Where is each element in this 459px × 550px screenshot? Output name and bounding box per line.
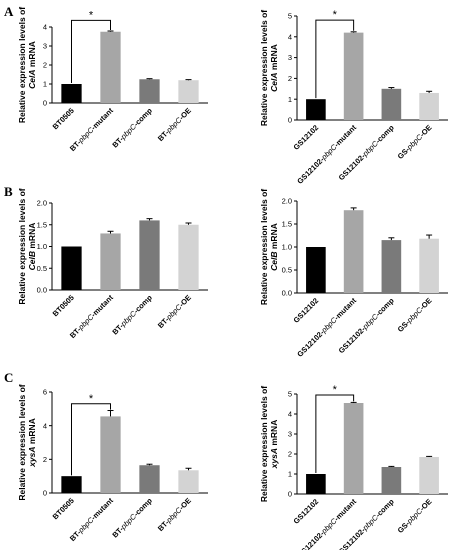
y-axis-label: Relative expression levels ofCelB mRNA bbox=[259, 189, 279, 305]
y-tick-label: 3 bbox=[288, 430, 292, 439]
y-tick-label: 0.5 bbox=[37, 264, 47, 273]
significance-bracket bbox=[71, 19, 111, 84]
x-tick-label: GS-pbpC-OE bbox=[396, 123, 434, 161]
bar bbox=[381, 467, 402, 494]
x-tick-label: GS12102 bbox=[292, 296, 321, 325]
significance-bracket bbox=[315, 394, 355, 473]
y-tick-label: 0 bbox=[43, 99, 47, 108]
bar bbox=[100, 416, 121, 493]
chart-6: 0 1 2 3 4 5 Relative expression levels ofxysA … bbox=[259, 384, 448, 550]
y-axis-label: Relative expression levels ofxysA mRNA bbox=[259, 386, 279, 502]
x-tick-label: GS-pbpC-OE bbox=[396, 296, 434, 334]
chart-5: 0 2 4 6 Relative expression levels ofxysA mR… bbox=[17, 384, 208, 543]
chart-1: 0 1 2 3 4 Relative expression levels ofCelA m… bbox=[17, 7, 208, 153]
chart-2: 0 1 2 3 4 5 Relative expression levels ofCelA … bbox=[259, 9, 448, 186]
y-tick-label: 4 bbox=[288, 32, 292, 41]
y-tick-label: 2 bbox=[288, 450, 292, 459]
significance-star: * bbox=[89, 393, 94, 405]
bar bbox=[419, 457, 439, 494]
y-tick-label: 2.0 bbox=[37, 199, 47, 208]
bar bbox=[343, 32, 364, 120]
y-tick-label: 0.0 bbox=[282, 289, 292, 298]
y-tick-label: 1.0 bbox=[37, 242, 47, 251]
panel-label-c: C bbox=[4, 370, 13, 385]
y-tick-label: 6 bbox=[43, 388, 47, 397]
bar bbox=[419, 92, 439, 120]
bar bbox=[306, 474, 326, 494]
y-tick-label: 2 bbox=[43, 61, 47, 70]
bar bbox=[178, 470, 199, 493]
x-tick-label: BT-pbpC-OE bbox=[156, 293, 193, 330]
x-tick-label: BT-pbpC-comp bbox=[110, 293, 154, 337]
y-tick-label: 4 bbox=[43, 23, 47, 32]
x-tick-label: GS12102 bbox=[292, 497, 321, 526]
bar bbox=[419, 238, 439, 293]
y-tick-label: 5 bbox=[288, 390, 292, 399]
charts-group: 0 1 2 3 4 Relative expression levels ofCelA m… bbox=[17, 7, 448, 550]
x-tick-label: BT-pbpC-OE bbox=[156, 106, 193, 143]
bar bbox=[306, 99, 326, 120]
bar bbox=[381, 88, 402, 120]
significance-bracket bbox=[315, 19, 355, 99]
panel-label-b: B bbox=[4, 184, 13, 199]
y-tick-label: 2.0 bbox=[282, 197, 292, 206]
y-tick-label: 1.5 bbox=[282, 220, 292, 229]
bar bbox=[139, 220, 160, 290]
bar bbox=[61, 476, 82, 493]
x-tick-label: BT-pbpC-comp bbox=[110, 106, 154, 150]
bar bbox=[178, 80, 199, 103]
y-tick-label: 0.5 bbox=[282, 266, 292, 275]
y-tick-label: 4 bbox=[43, 421, 47, 430]
bar bbox=[178, 224, 199, 290]
y-axis-label: Relative expression levels ofCelB mRNA bbox=[17, 188, 37, 304]
x-tick-label: BT-pbpC-comp bbox=[110, 496, 154, 540]
bar bbox=[61, 84, 82, 103]
y-axis-label: Relative expression levels ofCelA mRNA bbox=[17, 7, 37, 123]
bar bbox=[139, 465, 160, 493]
bar bbox=[343, 210, 364, 293]
y-axis-label: Relative expression levels ofCelA mRNA bbox=[259, 10, 279, 126]
significance-star: * bbox=[333, 384, 338, 396]
bar bbox=[343, 403, 364, 494]
x-tick-label: BT0505 bbox=[51, 496, 76, 521]
y-tick-label: 1 bbox=[288, 95, 292, 104]
bar bbox=[139, 79, 160, 103]
y-tick-label: 4 bbox=[288, 410, 292, 419]
panel-label-a: A bbox=[4, 4, 14, 19]
y-tick-label: 5 bbox=[288, 12, 292, 21]
significance-star: * bbox=[89, 9, 94, 21]
y-tick-label: 3 bbox=[43, 42, 47, 51]
x-tick-label: BT0505 bbox=[51, 106, 76, 131]
x-tick-label: BT0505 bbox=[51, 293, 76, 318]
y-tick-label: 1.0 bbox=[282, 243, 292, 252]
significance-bracket bbox=[71, 403, 111, 476]
y-tick-label: 2 bbox=[43, 455, 47, 464]
bar bbox=[61, 246, 82, 290]
bar bbox=[100, 31, 121, 103]
bar bbox=[100, 233, 121, 290]
y-tick-label: 0 bbox=[288, 116, 292, 125]
x-tick-label: GS-pbpC-OE bbox=[396, 497, 434, 535]
bar bbox=[381, 240, 402, 293]
bar bbox=[306, 247, 326, 293]
y-tick-label: 0 bbox=[43, 489, 47, 498]
y-tick-label: 0.0 bbox=[37, 286, 47, 295]
y-tick-label: 2 bbox=[288, 74, 292, 83]
significance-star: * bbox=[333, 9, 338, 21]
y-tick-label: 3 bbox=[288, 53, 292, 62]
y-tick-label: 1 bbox=[288, 470, 292, 479]
y-tick-label: 0 bbox=[288, 490, 292, 499]
y-tick-label: 1 bbox=[43, 80, 47, 89]
x-tick-label: GS12102 bbox=[292, 123, 321, 152]
y-tick-label: 1.5 bbox=[37, 220, 47, 229]
x-tick-label: BT-pbpC-OE bbox=[156, 496, 193, 533]
y-axis-label: Relative expression levels ofxysA mRNA bbox=[17, 384, 37, 500]
